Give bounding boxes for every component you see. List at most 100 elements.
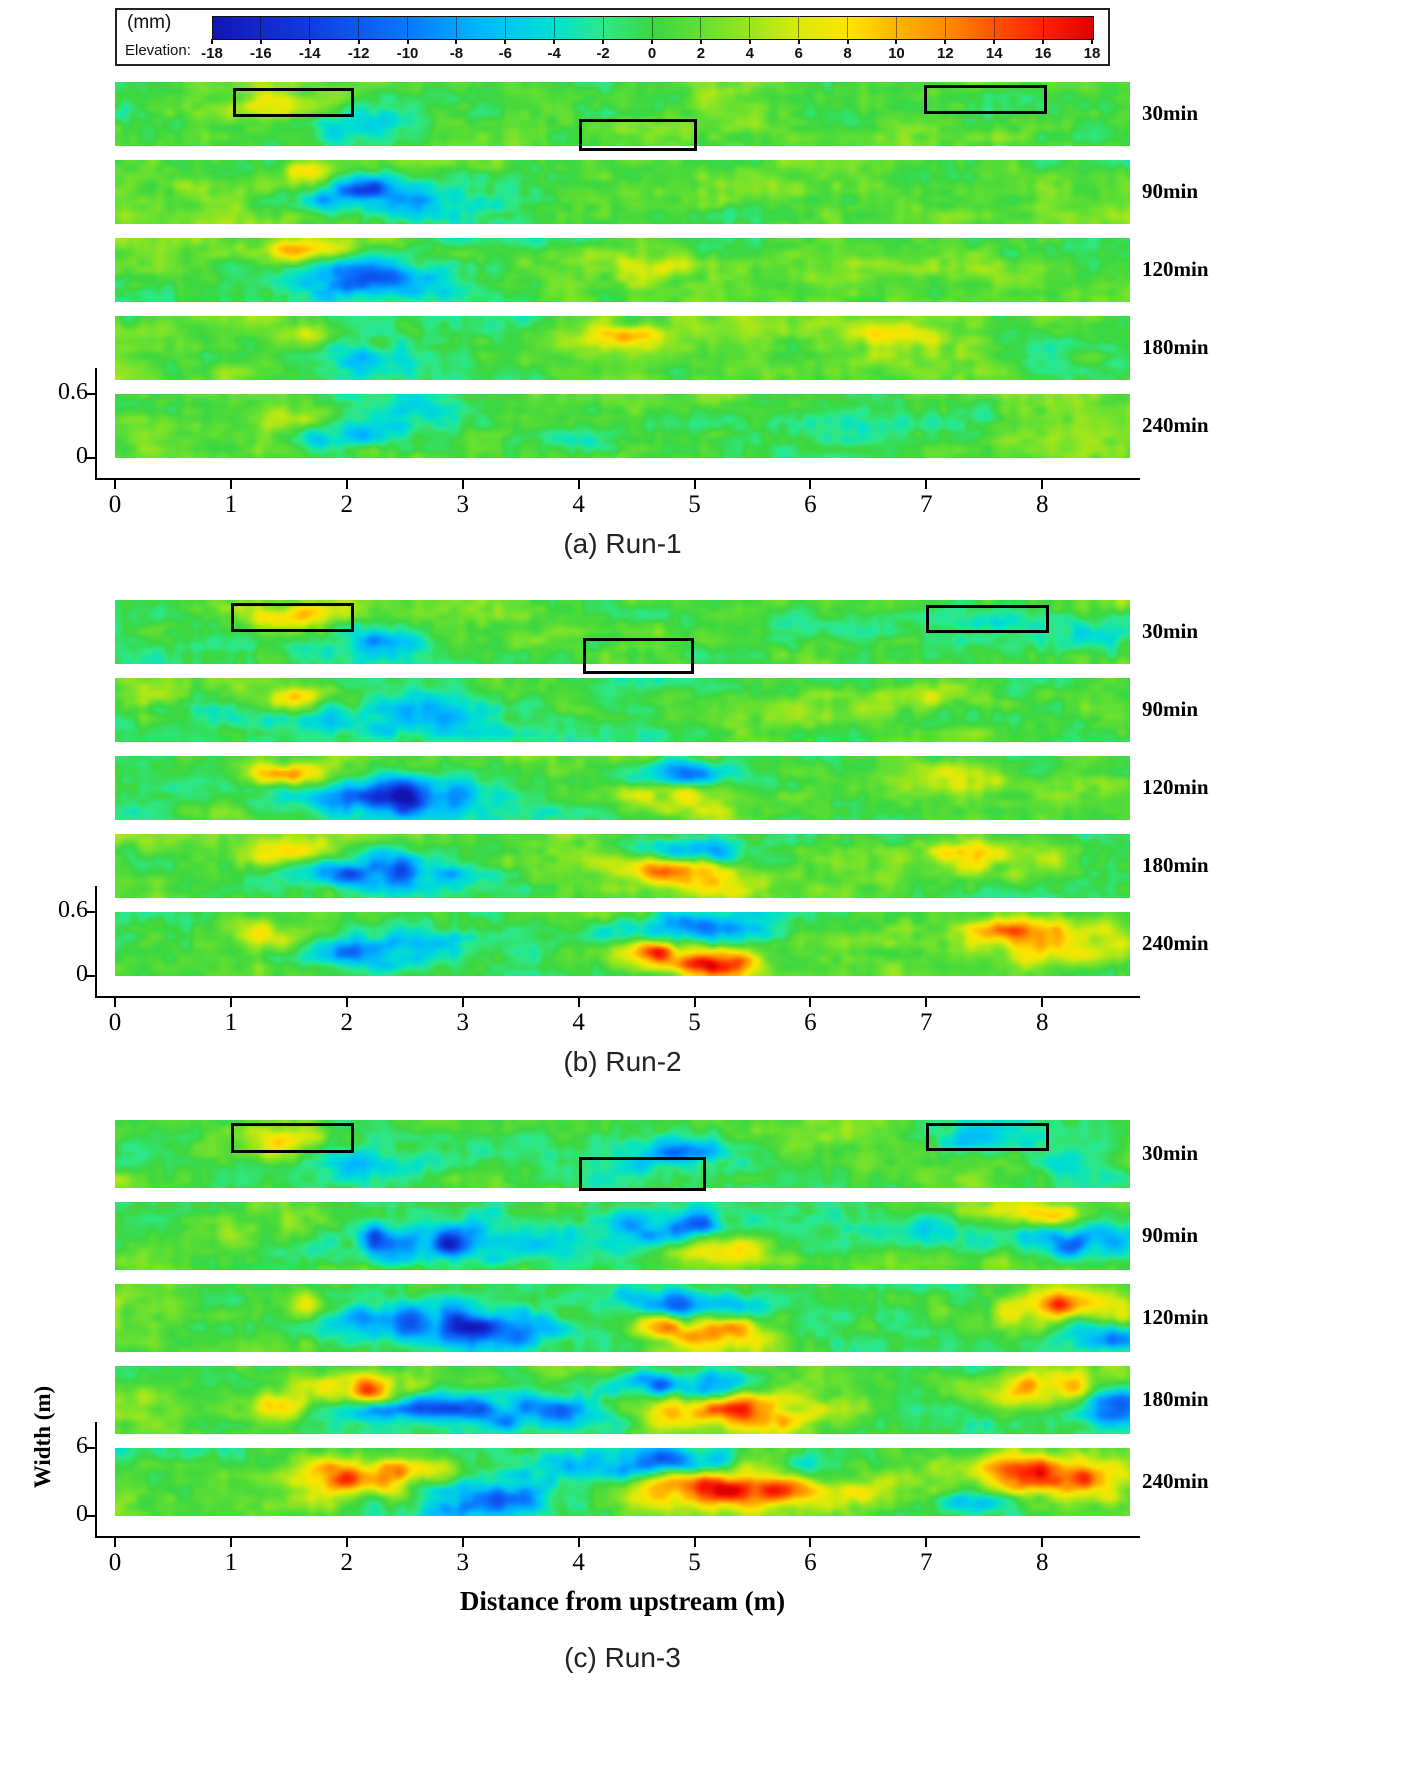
colorbar-tick — [895, 39, 898, 44]
colorbar-tick-label: -8 — [449, 45, 464, 62]
time-label-c-240min: 240min — [1142, 1469, 1209, 1493]
colorbar-divider — [455, 17, 457, 38]
colorbar-divider — [1042, 17, 1044, 38]
colorbar-title: Elevation: — [125, 42, 191, 59]
x-axis-title: Distance from upstream (m) — [459, 1586, 786, 1616]
time-label-a-90min: 90min — [1142, 179, 1199, 203]
colorbar-tick — [259, 39, 262, 44]
x-tick — [693, 480, 696, 489]
colorbar-divider — [358, 17, 360, 38]
heatmap-strip-b-120min — [115, 756, 1130, 820]
x-tick — [693, 1538, 696, 1547]
colorbar-divider — [700, 17, 702, 38]
colorbar-tick — [993, 39, 996, 44]
caption-b: (b) Run-2 — [563, 1046, 682, 1077]
colorbar-tick — [504, 39, 507, 44]
colorbar-divider — [504, 17, 506, 38]
highlight-box — [583, 638, 695, 674]
x-tick — [114, 998, 116, 1007]
x-tick — [693, 998, 696, 1007]
x-tick — [809, 480, 812, 489]
colorbar-tick-label: 12 — [936, 45, 954, 62]
x-tick-label: 5 — [688, 1009, 701, 1036]
y-tick — [85, 1447, 95, 1449]
x-tick-label: 3 — [456, 1009, 469, 1036]
x-tick-label: 5 — [688, 1549, 701, 1576]
x-tick-label: 2 — [340, 491, 354, 518]
y-axis-c — [95, 1422, 97, 1538]
colorbar-tick-label: -2 — [596, 45, 610, 62]
heatmap-strip-c-240min — [115, 1448, 1130, 1516]
colorbar-divider — [602, 17, 604, 38]
highlight-box — [924, 85, 1047, 114]
colorbar-divider — [798, 17, 800, 38]
heatmap-strip-c-180min — [115, 1366, 1130, 1434]
heatmap-strip-c-30min — [115, 1120, 1130, 1188]
colorbar-tick-label: -14 — [298, 45, 321, 62]
x-tick-label: 7 — [920, 1549, 933, 1576]
colorbar-tick-label: 14 — [985, 45, 1003, 62]
colorbar-divider — [944, 17, 946, 38]
highlight-box — [233, 88, 354, 118]
time-label-a-180min: 180min — [1142, 335, 1209, 359]
x-tick-label: 4 — [572, 1009, 585, 1036]
colorbar-divider — [847, 17, 849, 38]
x-tick — [461, 998, 464, 1007]
heatmap-strip-b-240min — [115, 912, 1130, 976]
time-label-c-90min: 90min — [1142, 1223, 1199, 1247]
x-axis-b — [95, 996, 1140, 998]
y-tick — [85, 911, 95, 913]
highlight-box — [578, 119, 697, 152]
x-tick-label: 6 — [804, 491, 817, 518]
highlight-box — [926, 1123, 1050, 1151]
colorbar-unit: (mm) — [127, 12, 172, 33]
y-tick — [85, 457, 95, 459]
colorbar-divider — [651, 17, 653, 38]
highlight-box — [230, 1123, 354, 1153]
colorbar-tick — [1042, 39, 1045, 44]
y-axis-title: Width (m) — [30, 1385, 55, 1489]
y-tick-label: 6 — [76, 1433, 88, 1459]
caption-c: (c) Run-3 — [564, 1642, 681, 1673]
time-label-b-120min: 120min — [1142, 775, 1209, 799]
time-label-c-30min: 30min — [1142, 1141, 1199, 1165]
heatmap-strip-b-180min — [115, 834, 1130, 898]
colorbar-tick — [553, 39, 556, 44]
highlight-box — [230, 603, 354, 632]
x-tick — [925, 1538, 928, 1547]
x-tick-label: 4 — [572, 491, 585, 518]
colorbar-divider — [553, 17, 555, 38]
x-tick-label: 0 — [108, 1549, 122, 1576]
x-tick — [114, 480, 116, 489]
colorbar-divider — [895, 17, 897, 38]
x-tick-label: 6 — [804, 1009, 817, 1036]
x-tick — [1041, 998, 1044, 1007]
colorbar-tick-label: -12 — [347, 45, 370, 62]
colorbar-tick — [211, 39, 213, 44]
colorbar-tick — [602, 39, 605, 44]
y-tick — [85, 975, 95, 977]
time-label-b-180min: 180min — [1142, 853, 1209, 877]
y-tick-label: 0.6 — [58, 379, 88, 405]
heatmap-strip-c-90min — [115, 1202, 1130, 1270]
x-tick-label: 1 — [224, 1009, 238, 1036]
colorbar-tick-label: -18 — [201, 45, 223, 62]
colorbar-tick-label: 6 — [794, 45, 803, 62]
colorbar-gradient — [212, 16, 1094, 40]
time-label-a-240min: 240min — [1142, 413, 1209, 437]
colorbar-tick-label: -4 — [547, 45, 561, 62]
x-tick — [229, 998, 232, 1007]
x-tick-label: 7 — [920, 1009, 933, 1036]
x-tick — [345, 1538, 348, 1547]
y-axis-a — [95, 368, 97, 480]
time-label-a-120min: 120min — [1142, 257, 1209, 281]
colorbar-tick-label: 0 — [647, 45, 657, 62]
colorbar-divider — [993, 17, 995, 38]
x-tick — [114, 1538, 116, 1547]
colorbar-tick-label: 18 — [1083, 45, 1101, 62]
x-axis-c — [95, 1536, 1140, 1538]
colorbar-tick — [455, 39, 458, 44]
y-tick-label: 0 — [76, 961, 88, 987]
x-tick — [1041, 480, 1044, 489]
